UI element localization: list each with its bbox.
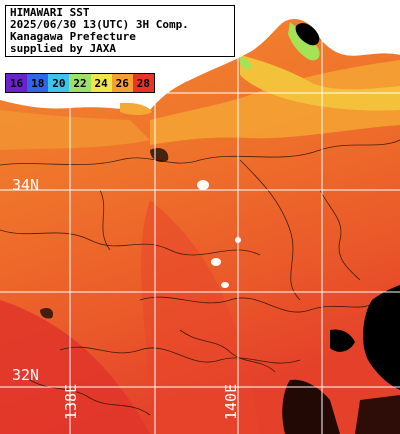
colorbar-tick-20: 20	[48, 74, 70, 92]
cloud-patch-east-small	[330, 329, 355, 352]
data-provider: supplied by JAXA	[10, 42, 116, 55]
lat-label-34n: 34N	[12, 176, 40, 194]
colorbar-tick-28: 28	[132, 74, 154, 92]
lon-label-138e: 138E	[62, 383, 80, 420]
cloud-patch-south	[282, 379, 340, 434]
land-boso	[330, 0, 400, 41]
cloud-patch-east	[363, 285, 400, 390]
colorbar-tick-18: 18	[27, 74, 49, 92]
bay-no-data	[295, 23, 320, 46]
temperature-colorbar: 16 18 20 22 24 26 28	[5, 73, 155, 93]
colorbar-tick-24: 24	[90, 74, 112, 92]
cloud-patch-west	[40, 307, 54, 319]
warm-water-southwest	[0, 300, 150, 434]
coastal-green-patch	[239, 56, 252, 70]
product-title: HIMAWARI SST	[10, 6, 90, 19]
coast-strip	[120, 102, 152, 115]
coastal-band-west	[0, 110, 150, 150]
island-oshima	[197, 180, 209, 190]
info-box: HIMAWARI SST 2025/06/30 13(UTC) 3H Comp.…	[5, 5, 235, 57]
colorbar-tick-22: 22	[69, 74, 91, 92]
coastal-warm-band	[150, 60, 400, 145]
region-name: Kanagawa Prefecture	[10, 30, 136, 43]
colorbar-tick-16: 16	[6, 74, 28, 92]
observation-time: 2025/06/30 13(UTC) 3H Comp.	[10, 18, 189, 31]
coastal-yellow-water	[240, 55, 400, 111]
lon-label-140e: 140E	[222, 383, 240, 420]
cloud-patch-southeast	[355, 395, 400, 434]
isotherm-contours	[0, 139, 400, 416]
island-miyake	[211, 258, 221, 266]
lat-label-32n: 32N	[12, 366, 40, 384]
island-mikura	[221, 282, 229, 288]
colorbar-tick-26: 26	[111, 74, 133, 92]
warm-water-central	[141, 200, 260, 434]
